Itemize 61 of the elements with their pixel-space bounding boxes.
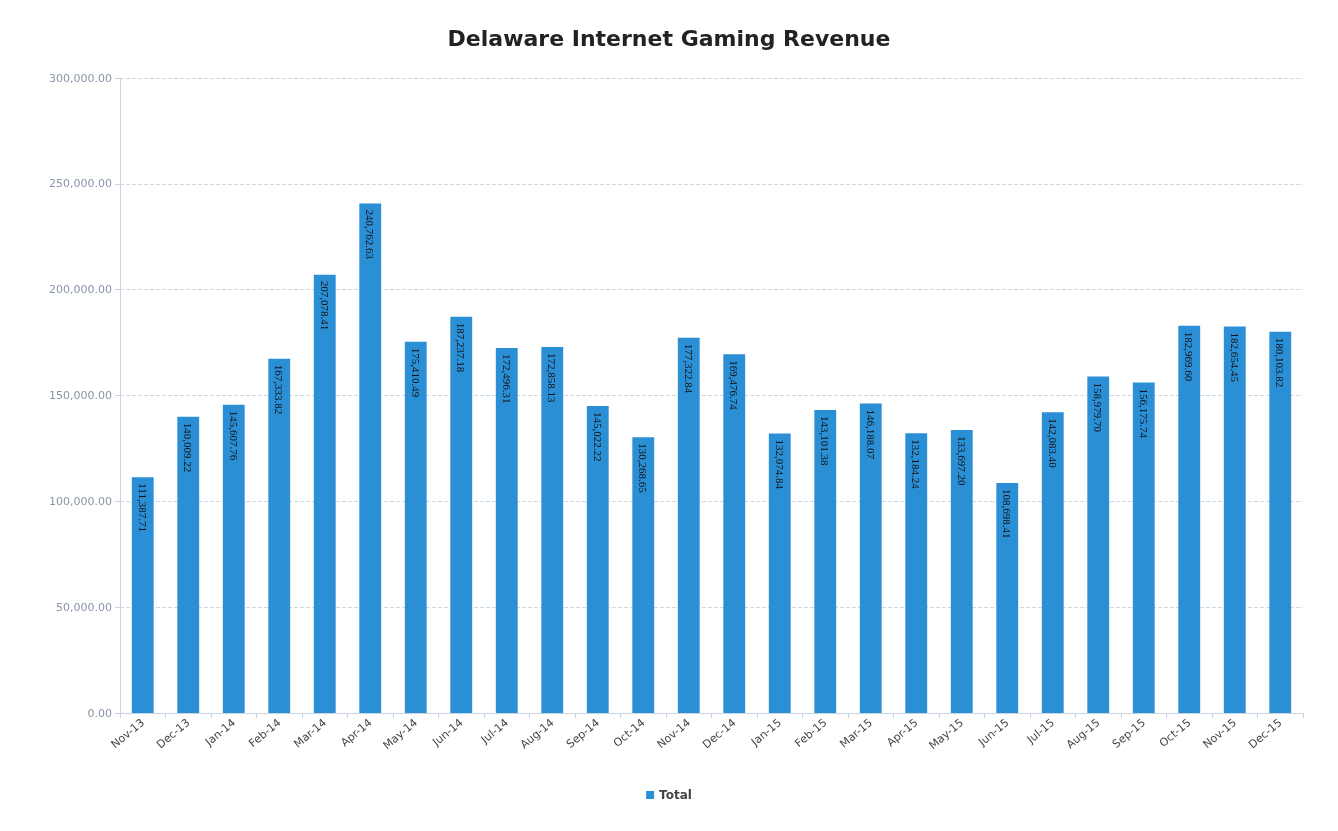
bar — [541, 347, 564, 713]
legend-label: Total — [659, 788, 692, 802]
data-label: 177,322.84 — [682, 343, 695, 394]
bar — [1223, 326, 1246, 713]
data-label: 169,476.74 — [728, 360, 741, 411]
data-label: 130,268.65 — [637, 443, 650, 494]
bar — [950, 430, 973, 713]
bar — [1269, 331, 1292, 713]
bar — [996, 482, 1019, 713]
bar — [632, 437, 655, 713]
bar — [1132, 382, 1155, 713]
bar — [814, 410, 837, 713]
data-label: 132,184.24 — [910, 439, 923, 490]
bar — [1087, 376, 1110, 713]
data-label: 140,009.22 — [182, 422, 195, 473]
bar — [177, 416, 200, 713]
data-label: 175,410.49 — [409, 347, 422, 398]
bar — [313, 274, 336, 713]
data-label: 156,175.74 — [1137, 388, 1150, 439]
y-tick-label: 200,000.00 — [49, 283, 112, 297]
bar — [495, 347, 518, 713]
bar — [404, 341, 427, 713]
data-label: 180,103.82 — [1274, 337, 1287, 388]
data-label: 133,697.20 — [955, 436, 968, 487]
data-label: 240,762.63 — [364, 209, 377, 260]
chart-title: Delaware Internet Gaming Revenue — [447, 25, 891, 51]
data-label: 143,101.38 — [819, 416, 832, 467]
y-tick-label: 250,000.00 — [49, 177, 112, 191]
y-tick-label: 50,000.00 — [56, 600, 112, 614]
bar — [859, 403, 882, 713]
data-label: 146,188.07 — [864, 409, 877, 460]
bar — [677, 337, 700, 713]
bar — [222, 404, 245, 713]
data-label: 207,078.41 — [318, 280, 331, 331]
bar — [905, 433, 928, 713]
bar — [1178, 325, 1201, 713]
data-label: 172,858.13 — [546, 353, 559, 404]
data-label: 145,607.76 — [227, 410, 240, 461]
bar — [450, 316, 473, 713]
data-label: 167,333.82 — [273, 364, 286, 415]
bar — [359, 203, 382, 713]
bar — [268, 358, 291, 713]
data-label: 111,387.71 — [136, 483, 149, 532]
bar — [768, 433, 791, 713]
data-label: 182,654.45 — [1228, 332, 1241, 383]
bar — [1041, 412, 1064, 713]
bar — [131, 477, 154, 713]
data-label: 172,496.31 — [500, 353, 513, 404]
data-label: 187,237.18 — [455, 322, 468, 373]
bar — [723, 354, 746, 713]
data-label: 145,022.22 — [591, 412, 604, 462]
bar — [586, 406, 609, 713]
data-label: 182,969.60 — [1183, 331, 1196, 382]
data-label: 108,698.41 — [1001, 488, 1014, 539]
data-label: 132,074.84 — [773, 439, 786, 490]
y-tick-label: 100,000.00 — [49, 494, 112, 508]
y-tick-label: 150,000.00 — [49, 389, 112, 402]
data-label: 158,979.70 — [1092, 382, 1105, 433]
y-tick-label: 0.00 — [87, 706, 112, 720]
y-tick-label: 300,000.00 — [49, 71, 112, 85]
data-label: 142,083.40 — [1046, 418, 1059, 469]
